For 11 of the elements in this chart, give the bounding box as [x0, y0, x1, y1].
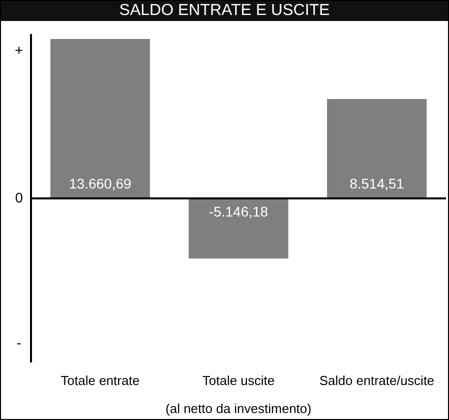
text: 0 [15, 189, 24, 206]
x-tick-label: Saldo entrate/uscite [319, 373, 434, 388]
data-label: 13.660,69 [69, 175, 132, 192]
text: - [16, 334, 22, 351]
x-tick-label: Totale uscite [202, 373, 275, 388]
x-axis-title: (al netto da investimento) [166, 400, 312, 416]
x-tick-label: Totale entrate [60, 373, 140, 388]
text: + [14, 42, 24, 58]
data-label: -5.146,18 [208, 203, 268, 220]
chart-title: SALDO ENTRATE E USCITE [1, 1, 448, 21]
data-label: 8.514,51 [350, 175, 404, 192]
